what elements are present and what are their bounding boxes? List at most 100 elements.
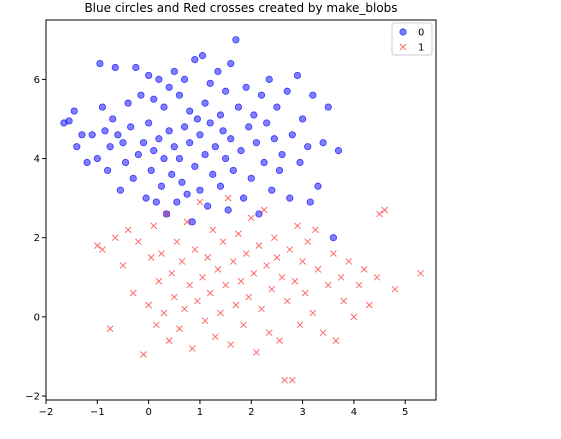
data-point (127, 123, 135, 131)
data-point (260, 206, 268, 214)
y-tick-label: 4 (34, 154, 40, 165)
data-point (301, 289, 309, 297)
series-1 (93, 194, 424, 384)
data-point (196, 131, 204, 139)
data-point (155, 75, 163, 83)
data-point (222, 281, 229, 289)
data-point (247, 214, 255, 222)
data-point (206, 289, 214, 297)
data-point (180, 123, 189, 131)
y-tick-label: 2 (34, 233, 40, 244)
data-point (283, 87, 291, 95)
data-point (150, 95, 158, 103)
data-point (196, 198, 204, 206)
data-point (265, 329, 273, 337)
data-point (201, 99, 209, 107)
data-point (114, 131, 122, 139)
data-point (237, 147, 245, 155)
data-point (306, 198, 314, 206)
data-point (250, 111, 258, 119)
x-tick-label: 1 (197, 407, 203, 418)
data-point (245, 123, 253, 131)
data-point (198, 52, 207, 60)
data-point (381, 206, 389, 214)
data-point (291, 277, 299, 285)
data-point (163, 210, 170, 218)
data-point (247, 174, 255, 182)
data-point (150, 147, 158, 155)
data-point (139, 139, 148, 147)
data-point (211, 143, 219, 151)
data-point (324, 281, 332, 289)
data-point (183, 218, 191, 226)
legend-box (391, 22, 433, 56)
data-point (268, 285, 276, 293)
data-point (168, 269, 176, 277)
data-point (229, 258, 237, 265)
data-point (252, 139, 260, 147)
data-point (191, 162, 199, 171)
data-point (96, 59, 104, 68)
data-point (165, 337, 173, 344)
data-point (70, 107, 78, 115)
data-point (175, 91, 184, 99)
plot-frame (45, 19, 437, 401)
data-point (309, 309, 317, 317)
data-point (160, 309, 168, 317)
data-point (111, 63, 119, 72)
data-point (183, 190, 191, 198)
data-point (391, 285, 399, 293)
data-point (296, 158, 304, 167)
data-point (145, 301, 152, 309)
data-point (260, 158, 268, 167)
data-point (253, 349, 260, 356)
data-point (219, 127, 227, 135)
data-point (135, 238, 142, 246)
data-point (124, 226, 132, 234)
data-point (296, 321, 304, 329)
data-point (119, 262, 127, 269)
data-point (329, 234, 337, 242)
data-point (147, 166, 155, 175)
legend-marker (399, 28, 407, 36)
data-point (178, 178, 186, 186)
data-point (245, 293, 253, 301)
data-point (299, 258, 306, 265)
data-point (194, 297, 201, 305)
data-point (111, 234, 119, 242)
series-0 (60, 36, 343, 242)
data-point (88, 131, 96, 139)
data-point (278, 273, 286, 281)
data-point (373, 273, 381, 281)
x-tick-label: −1 (90, 407, 105, 418)
data-point (209, 226, 217, 234)
data-point (173, 238, 181, 246)
data-point (129, 289, 137, 297)
data-point (206, 79, 214, 87)
data-point (337, 273, 345, 281)
data-point (121, 158, 130, 167)
data-point (288, 376, 296, 384)
data-point (152, 321, 160, 329)
y-tick-label: 6 (34, 75, 40, 86)
data-point (293, 71, 302, 80)
data-point (304, 238, 312, 246)
data-point (294, 222, 301, 230)
data-point (176, 325, 183, 333)
y-axis-ticks: −2 0 2 4 6 (25, 75, 46, 403)
data-point (227, 59, 235, 68)
data-point (145, 119, 153, 127)
data-point (170, 293, 178, 301)
data-point (319, 329, 327, 337)
data-point (206, 119, 214, 127)
data-point (278, 150, 286, 159)
legend-marker (399, 43, 407, 51)
data-point (242, 250, 250, 257)
data-point (224, 206, 232, 214)
data-point (330, 250, 337, 257)
data-point (191, 55, 199, 64)
data-point (355, 281, 363, 289)
y-tick-label: 0 (34, 312, 40, 323)
data-point (188, 345, 196, 352)
